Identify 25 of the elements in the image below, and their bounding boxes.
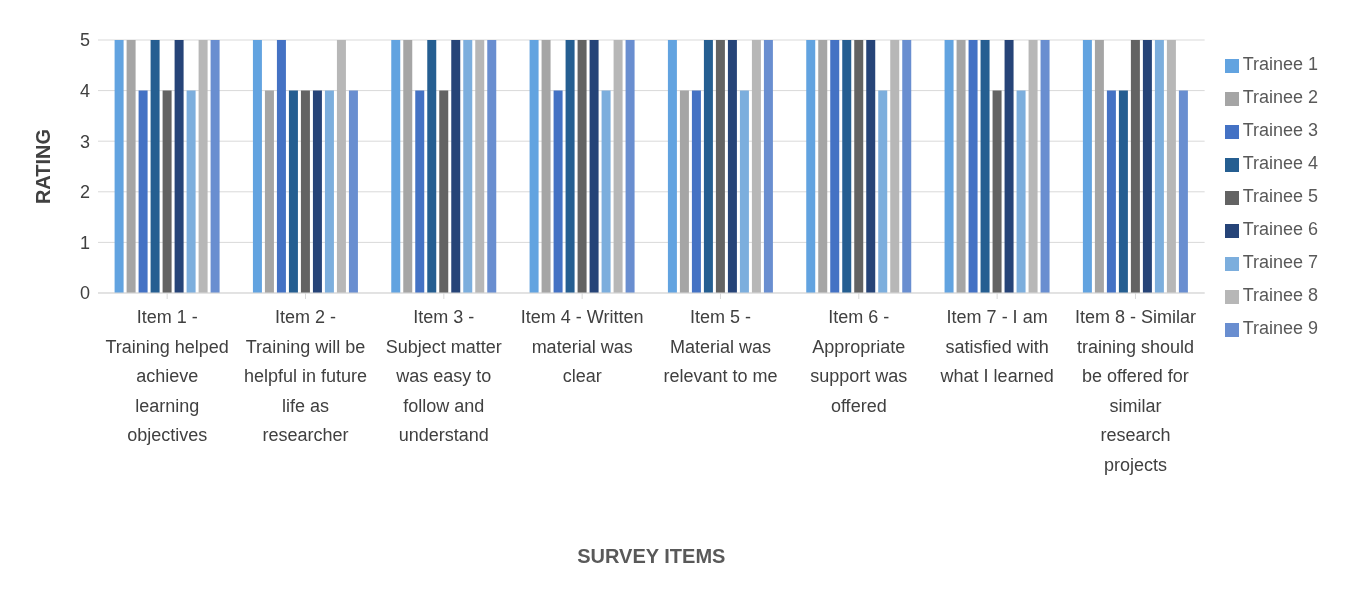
x-tick-label: Item 8 - Similar training should be offered for similar research projects [1074,307,1196,475]
legend-label: Trainee 3 [1242,120,1318,140]
legend-label: Trainee 9 [1242,318,1318,338]
y-tick-label: 2 [79,182,90,203]
x-tick-label: Item 7 - I am satisfied with what I learned [939,307,1054,386]
y-axis-title: RATING [32,128,55,205]
legend-label: Trainee 6 [1242,219,1318,239]
y-tick-label: 0 [79,283,90,304]
x-tick-label: Item 3 - Subject matter was easy to follow and understand [385,307,502,445]
y-tick-label: 3 [79,131,90,152]
x-axis-title: SURVEY ITEMS [577,545,726,567]
y-tick-label: 4 [79,80,90,101]
x-tick-label: Item 2 - Training will be helpful in future life as researcher [243,307,368,445]
legend-label: Trainee 8 [1242,285,1318,305]
legend-label: Trainee 4 [1242,153,1318,173]
legend-label: Trainee 2 [1242,87,1318,107]
x-tick-label: Item 1 - Training helped achieve learning objectives [105,307,229,445]
x-tick-label: Item 4 - Written material was clear [520,307,644,386]
legend-label: Trainee 5 [1242,186,1318,206]
legend-label: Trainee 1 [1242,54,1318,74]
x-tick-label: Item 5 - Material was relevant to me [663,307,778,386]
y-tick-label: 5 [79,30,90,51]
legend-label: Trainee 7 [1242,252,1318,272]
y-tick-label: 1 [79,232,90,253]
x-tick-label: Item 6 - Appropriate support was offered [810,307,908,416]
